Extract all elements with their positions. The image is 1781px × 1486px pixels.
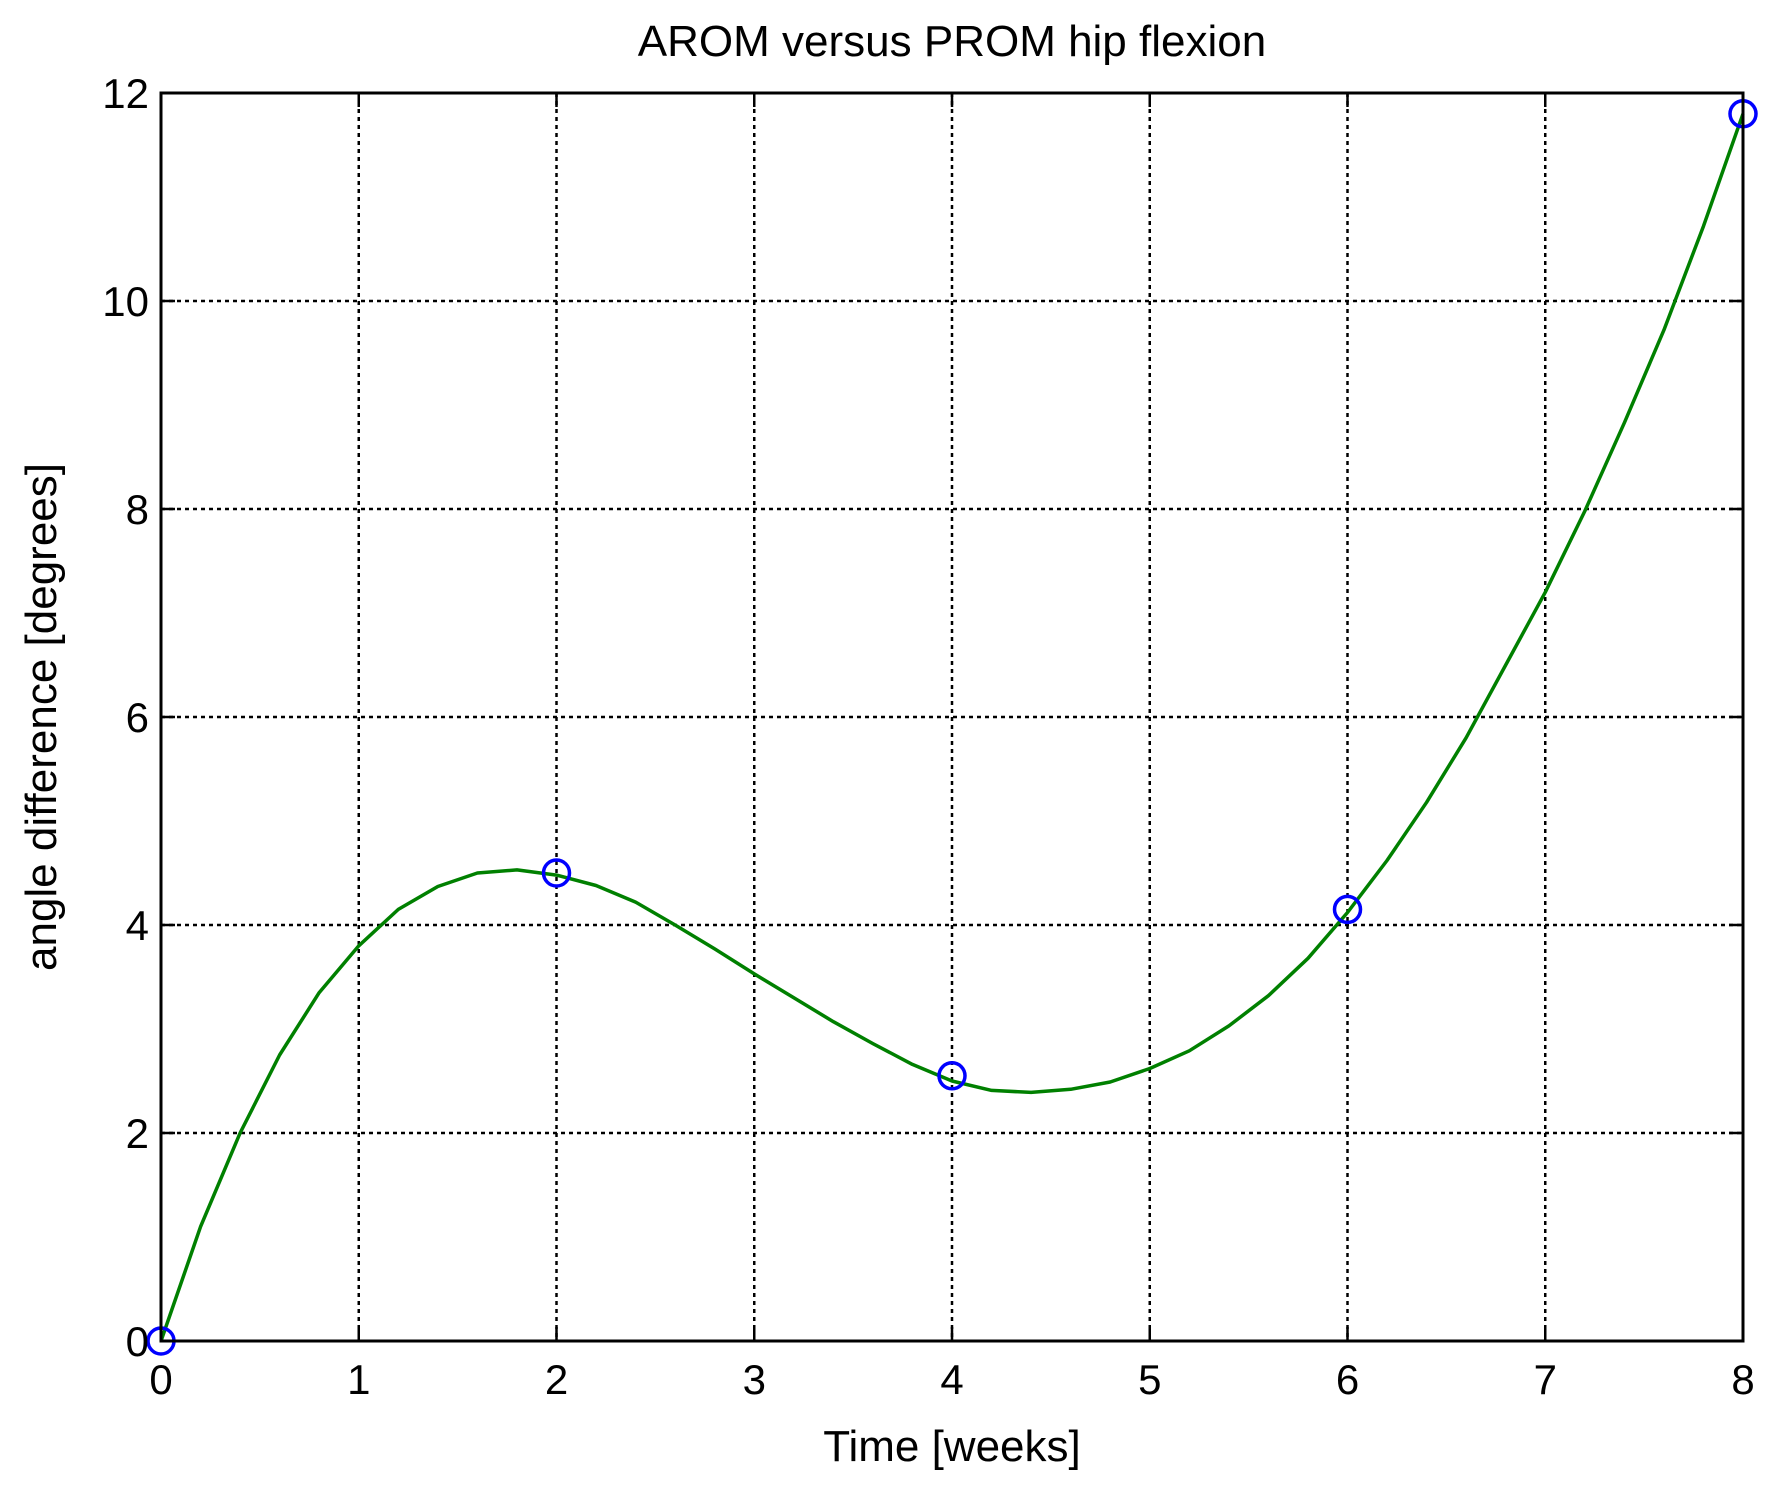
y-tick-label: 4 [126,902,149,949]
data-point-marker [1332,894,1363,925]
y-tick-label: 6 [126,694,149,741]
grid-lines [161,93,1743,1341]
y-tick-label: 8 [126,486,149,533]
x-tick-label: 7 [1534,1356,1557,1403]
x-tick-label: 1 [347,1356,370,1403]
x-tick-label: 6 [1336,1356,1359,1403]
x-tick-label: 3 [743,1356,766,1403]
y-tick-label: 0 [126,1318,149,1365]
y-tick-label: 2 [126,1110,149,1157]
data-point-marker [541,858,572,888]
chart-title: AROM versus PROM hip flexion [638,17,1266,66]
series-layer [146,99,1758,1356]
series-line [159,113,1745,1342]
y-tick-label: 12 [102,70,149,117]
x-tick-label: 2 [545,1356,568,1403]
x-tick-label: 4 [940,1356,963,1403]
x-tick-label: 0 [149,1356,172,1403]
y-tick-label: 10 [102,278,149,325]
x-axis-label: Time [weeks] [823,1422,1081,1471]
y-axis-label: angle difference [degrees] [17,463,66,971]
x-tick-label: 5 [1138,1356,1161,1403]
x-tick-label: 8 [1731,1356,1754,1403]
data-point-marker [937,1061,967,1091]
